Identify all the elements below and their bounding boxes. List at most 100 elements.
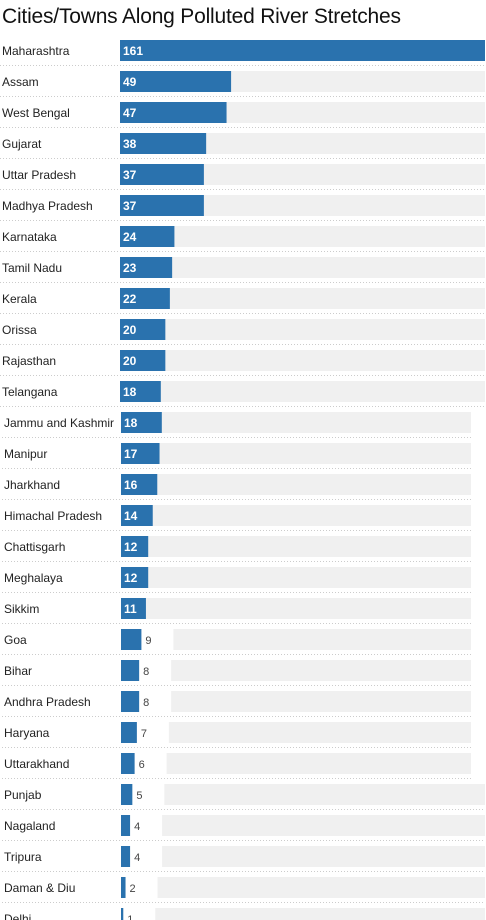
- bar: [121, 474, 158, 495]
- value-label: 6: [139, 759, 145, 771]
- bar: [120, 381, 161, 402]
- value-label: 16: [124, 478, 138, 492]
- value-label: 22: [123, 292, 137, 306]
- category-label: Chattisgarh: [4, 540, 65, 554]
- bar-track: [120, 319, 485, 340]
- bar-track: [120, 226, 485, 247]
- category-label: Assam: [2, 75, 39, 89]
- category-label: Meghalaya: [4, 571, 63, 585]
- bar: [120, 195, 204, 216]
- bar: [121, 753, 135, 774]
- category-label: Uttar Pradesh: [2, 168, 76, 182]
- bar: [121, 846, 131, 867]
- bar: [120, 102, 227, 123]
- category-label: Bihar: [4, 664, 32, 678]
- bar-track: [121, 691, 471, 712]
- category-label: Tripura: [4, 850, 42, 864]
- value-label: 20: [123, 354, 137, 368]
- bar-track: [121, 660, 471, 681]
- value-label: 9: [145, 635, 151, 647]
- bar: [121, 660, 140, 681]
- bar-gap: [139, 660, 172, 681]
- value-label: 38: [123, 137, 137, 151]
- bar: [121, 908, 124, 920]
- value-label: 5: [136, 790, 142, 802]
- bar: [121, 412, 162, 433]
- bar: [121, 443, 160, 464]
- category-label: Jammu and Kashmir: [4, 416, 114, 430]
- value-label: 12: [124, 540, 138, 554]
- value-label: 1: [127, 914, 133, 920]
- value-label: 4: [134, 852, 140, 864]
- category-label: Jharkhand: [4, 478, 60, 492]
- bar-track: [121, 753, 471, 774]
- bar-track: [121, 474, 471, 495]
- category-label: Sikkim: [4, 602, 39, 616]
- bar-track: [121, 722, 471, 743]
- value-label: 20: [123, 323, 137, 337]
- bar-track: [121, 846, 485, 867]
- value-label: 161: [123, 44, 143, 58]
- bar: [120, 40, 485, 61]
- value-label: 8: [143, 666, 149, 678]
- bar: [120, 319, 166, 340]
- bar-gap: [139, 691, 172, 712]
- bar: [120, 288, 170, 309]
- bar-track: [120, 164, 485, 185]
- bar: [121, 567, 149, 588]
- bar-track: [121, 877, 485, 898]
- category-label: Kerala: [2, 292, 37, 306]
- bar-track: [121, 412, 471, 433]
- bar: [121, 691, 140, 712]
- value-label: 17: [124, 447, 138, 461]
- value-label: 37: [123, 199, 137, 213]
- category-label: Andhra Pradesh: [4, 695, 91, 709]
- bar-track: [121, 505, 471, 526]
- bar: [120, 226, 175, 247]
- category-label: Manipur: [4, 447, 47, 461]
- category-label: Rajasthan: [2, 354, 56, 368]
- chart-title: Cities/Towns Along Polluted River Stretc…: [2, 5, 401, 28]
- value-label: 2: [130, 883, 136, 895]
- bar-track: [120, 350, 485, 371]
- bar-gap: [125, 877, 158, 898]
- category-label: Daman & Diu: [4, 881, 75, 895]
- value-label: 4: [134, 821, 140, 833]
- bar: [120, 71, 232, 92]
- bar-gap: [123, 908, 156, 920]
- bar-track: [121, 629, 471, 650]
- bar-gap: [132, 784, 165, 805]
- category-label: West Bengal: [2, 106, 70, 120]
- value-label: 12: [124, 571, 138, 585]
- value-label: 49: [123, 75, 137, 89]
- category-label: Goa: [4, 633, 27, 647]
- value-label: 18: [123, 385, 137, 399]
- category-label: Madhya Pradesh: [2, 199, 93, 213]
- value-label: 11: [124, 602, 137, 616]
- bar: [120, 133, 207, 154]
- bar-track: [121, 815, 485, 836]
- value-label: 14: [124, 509, 138, 523]
- category-label: Telangana: [2, 385, 58, 399]
- value-label: 24: [123, 230, 137, 244]
- bar-track: [120, 133, 485, 154]
- bar-track: [121, 908, 485, 920]
- bar-track: [121, 443, 471, 464]
- bar-gap: [130, 815, 163, 836]
- value-label: 37: [123, 168, 137, 182]
- bar: [121, 722, 137, 743]
- bar-gap: [141, 629, 174, 650]
- bar: [121, 505, 153, 526]
- bar: [121, 536, 149, 557]
- bar-track: [120, 195, 485, 216]
- bar-track: [120, 381, 485, 402]
- bar-track: [120, 257, 485, 278]
- bar: [121, 629, 142, 650]
- bar: [120, 350, 166, 371]
- category-label: Himachal Pradesh: [4, 509, 102, 523]
- bar: [121, 877, 126, 898]
- value-label: 23: [123, 261, 137, 275]
- category-label: Gujarat: [2, 137, 42, 151]
- value-label: 18: [124, 416, 138, 430]
